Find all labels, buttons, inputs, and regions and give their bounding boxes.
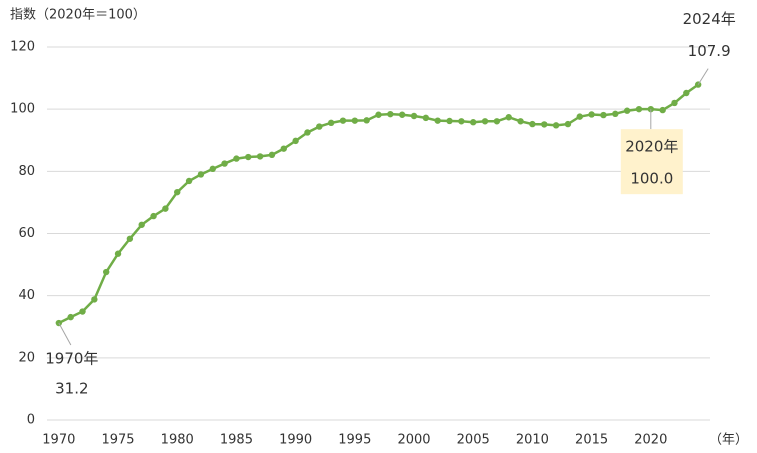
marker [185,177,193,185]
x-axis-label: （年） [709,433,748,448]
marker [623,107,631,114]
marker [552,122,560,129]
annotation-value: 107.9 [688,42,731,60]
marker [316,123,323,130]
x-tick-label: 2000 [397,433,430,448]
marker [576,113,583,120]
marker [268,151,276,159]
x-tick-label: 1985 [220,433,253,448]
x-tick-label: 1975 [101,433,134,448]
marker [446,117,453,125]
y-tick-label: 60 [18,226,35,241]
marker [529,120,536,128]
y-tick-label: 120 [10,40,35,55]
marker [505,114,512,121]
annotation-value: 100.0 [630,170,673,188]
marker [398,111,406,118]
marker [434,117,441,124]
marker [233,155,240,162]
marker [683,89,690,97]
marker [694,81,702,88]
x-tick-label: 2020 [634,433,667,448]
marker [256,153,264,160]
marker [493,118,501,125]
marker [363,117,370,124]
marker [351,117,359,124]
marker [410,112,418,120]
marker [635,105,643,113]
marker [659,106,666,114]
marker [564,120,572,128]
annotation-value: 31.2 [55,380,88,398]
marker [470,119,477,126]
marker [671,99,678,107]
marker [588,111,595,118]
annotation-box [620,129,683,195]
marker [91,296,98,303]
marker [174,188,181,196]
marker [162,205,169,212]
marker [150,212,157,220]
x-tick-label: 2010 [516,433,549,448]
marker [102,268,110,276]
marker [280,145,287,152]
x-tick-label: 2015 [575,433,608,448]
x-tick-label: 1990 [279,433,312,448]
y-tick-label: 20 [18,350,35,365]
leader-line [58,322,72,346]
marker [138,221,145,228]
annotation-label: 2024年 [683,10,736,28]
marker [221,160,228,167]
marker [600,111,607,119]
x-tick-label: 1995 [338,433,371,448]
marker [197,171,205,178]
marker [55,319,63,327]
marker [541,121,548,128]
marker [375,111,382,118]
marker [114,250,122,257]
y-tick-label: 0 [27,413,35,428]
marker [67,313,74,321]
y-tick-label: 40 [18,288,35,303]
marker [517,118,524,125]
y-tick-label: 80 [18,164,35,179]
annotation-label: 1970年 [45,350,98,368]
annotation-label: 2020年 [625,138,678,156]
marker [126,235,134,242]
y-axis-label: 指数（2020年＝100） [10,8,146,23]
line [58,83,699,325]
marker [387,110,394,118]
marker [481,118,489,125]
marker [612,110,619,118]
marker [245,153,252,161]
x-tick-label: 1970 [42,433,75,448]
marker [304,129,311,136]
marker [79,308,86,315]
marker [292,137,299,145]
marker [458,118,465,125]
marker [327,119,335,127]
marker [422,114,430,122]
x-tick-label: 1980 [161,433,194,448]
marker [339,117,347,124]
leader-line [697,68,709,85]
y-tick-label: 100 [10,102,35,117]
marker [209,165,216,173]
x-tick-label: 2005 [457,433,490,448]
